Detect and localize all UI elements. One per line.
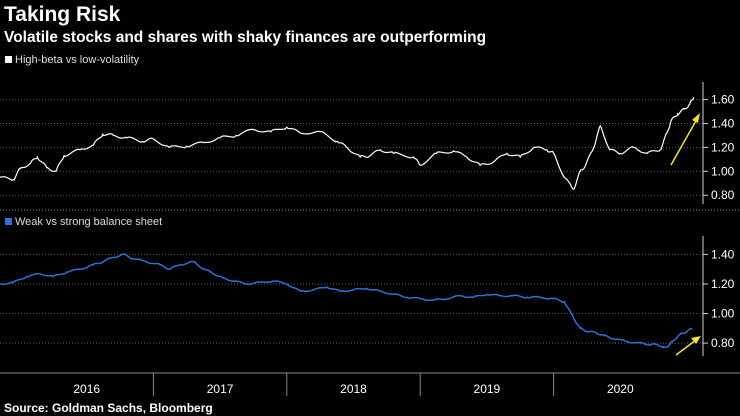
y-axis-top: 1.60 1.40 1.20 1.00 0.80 — [702, 82, 735, 204]
x-tick-label: 2018 — [340, 382, 367, 396]
arrow-annotation-bottom — [675, 336, 701, 356]
chart-subtitle: Volatile stocks and shares with shaky fi… — [4, 29, 487, 46]
y-axis-bottom: 1.40 1.20 1.00 0.80 — [702, 236, 735, 356]
series-line-high-beta — [0, 97, 695, 190]
series-line-weak-strong — [0, 253, 693, 350]
y-tick-label: 1.40 — [711, 116, 735, 130]
y-tick-label: 1.00 — [711, 307, 735, 321]
grid-bottom — [0, 253, 703, 344]
y-tick-label: 0.80 — [711, 336, 735, 350]
y-tick-label: 1.20 — [711, 277, 735, 291]
y-tick-label: 1.60 — [711, 93, 735, 107]
y-tick-label: 0.80 — [711, 188, 735, 202]
source-note: Source: Goldman Sachs, Bloomberg — [4, 401, 213, 415]
legend-swatch-weak-strong — [5, 218, 12, 225]
y-tick-label: 1.20 — [711, 140, 735, 154]
y-tick-label: 1.40 — [711, 247, 735, 261]
x-tick-label: 2016 — [73, 382, 100, 396]
x-axis: 2016 2017 2018 2019 2020 — [73, 373, 634, 396]
x-tick-label: 2020 — [607, 382, 634, 396]
legend-label-weak-strong: Weak vs strong balance sheet — [15, 216, 162, 228]
y-tick-label: 1.00 — [711, 164, 735, 178]
legend-swatch-high-beta — [5, 56, 12, 63]
x-tick-label: 2019 — [474, 382, 501, 396]
legend-label-high-beta: High-beta vs low-volatility — [15, 54, 140, 66]
chart-title: Taking Risk — [4, 3, 121, 26]
grid-top — [0, 99, 703, 196]
x-tick-label: 2017 — [207, 382, 234, 396]
arrow-annotation-top — [670, 113, 700, 166]
